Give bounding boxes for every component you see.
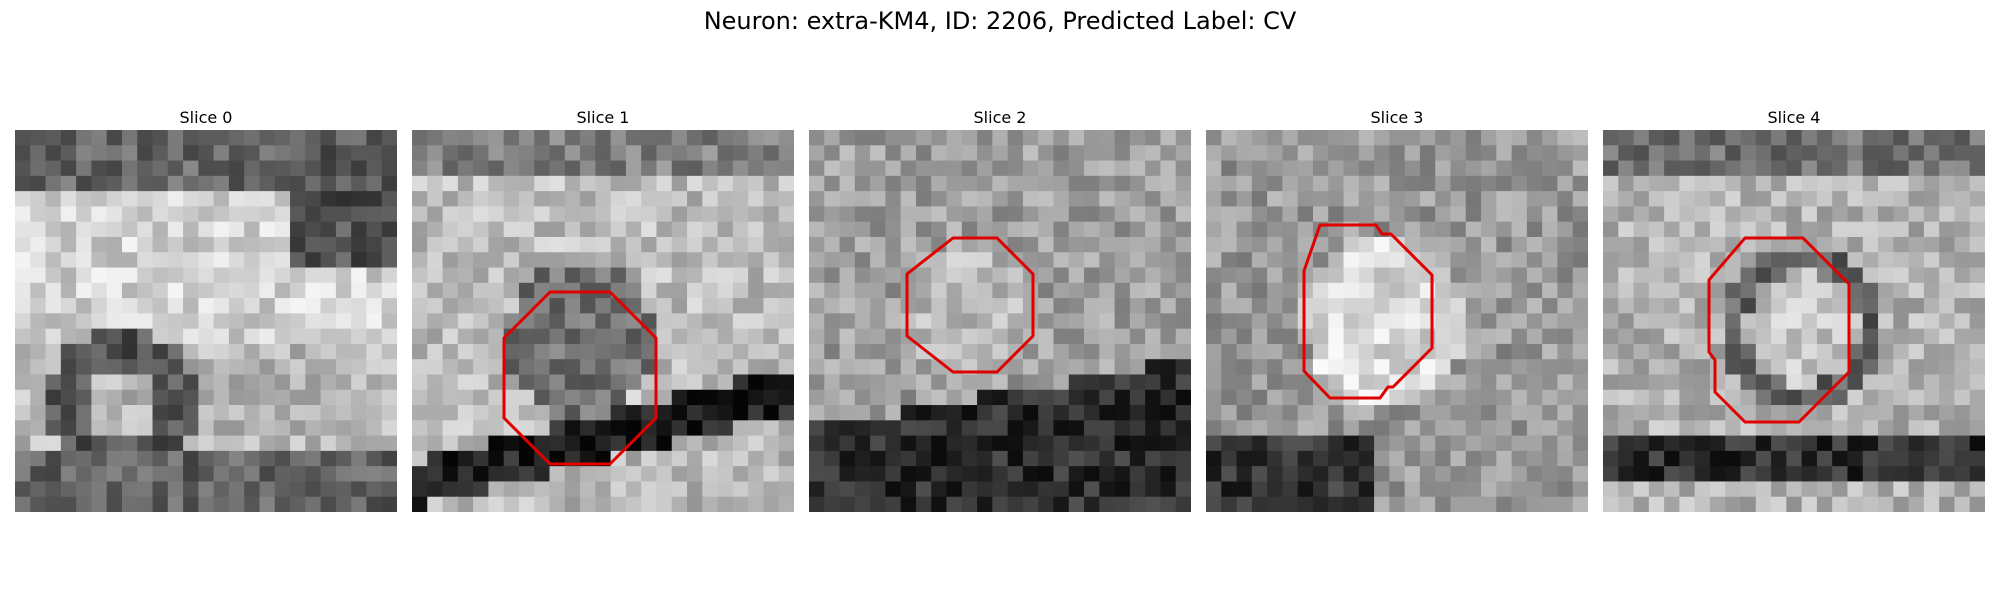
- slice-panel-1: Slice 1: [412, 108, 794, 512]
- pixel-grid: [15, 130, 397, 512]
- slice-panel-3: Slice 3: [1206, 108, 1588, 512]
- contour-outline: [1302, 223, 1434, 400]
- slice-title: Slice 0: [179, 108, 233, 127]
- slice-title: Slice 3: [1370, 108, 1424, 127]
- pixel-grid: [1603, 130, 1985, 512]
- slice-panel-0: Slice 0: [15, 108, 397, 512]
- slice-panel-2: Slice 2: [809, 108, 1191, 512]
- slice-image: [412, 130, 794, 512]
- slice-image: [1206, 130, 1588, 512]
- contour-outline: [1707, 236, 1851, 424]
- contour-outline: [502, 290, 658, 466]
- slice-panel-4: Slice 4: [1603, 108, 1985, 512]
- pixel-grid: [1206, 130, 1588, 512]
- slice-title: Slice 2: [973, 108, 1027, 127]
- pixel-grid: [412, 130, 794, 512]
- slice-image: [809, 130, 1191, 512]
- slice-title: Slice 1: [576, 108, 630, 127]
- pixel-grid: [809, 130, 1191, 512]
- slice-title: Slice 4: [1767, 108, 1821, 127]
- slice-image: [1603, 130, 1985, 512]
- slice-image: [15, 130, 397, 512]
- figure-title: Neuron: extra-KM4, ID: 2206, Predicted L…: [703, 7, 1297, 35]
- contour-outline: [905, 236, 1035, 374]
